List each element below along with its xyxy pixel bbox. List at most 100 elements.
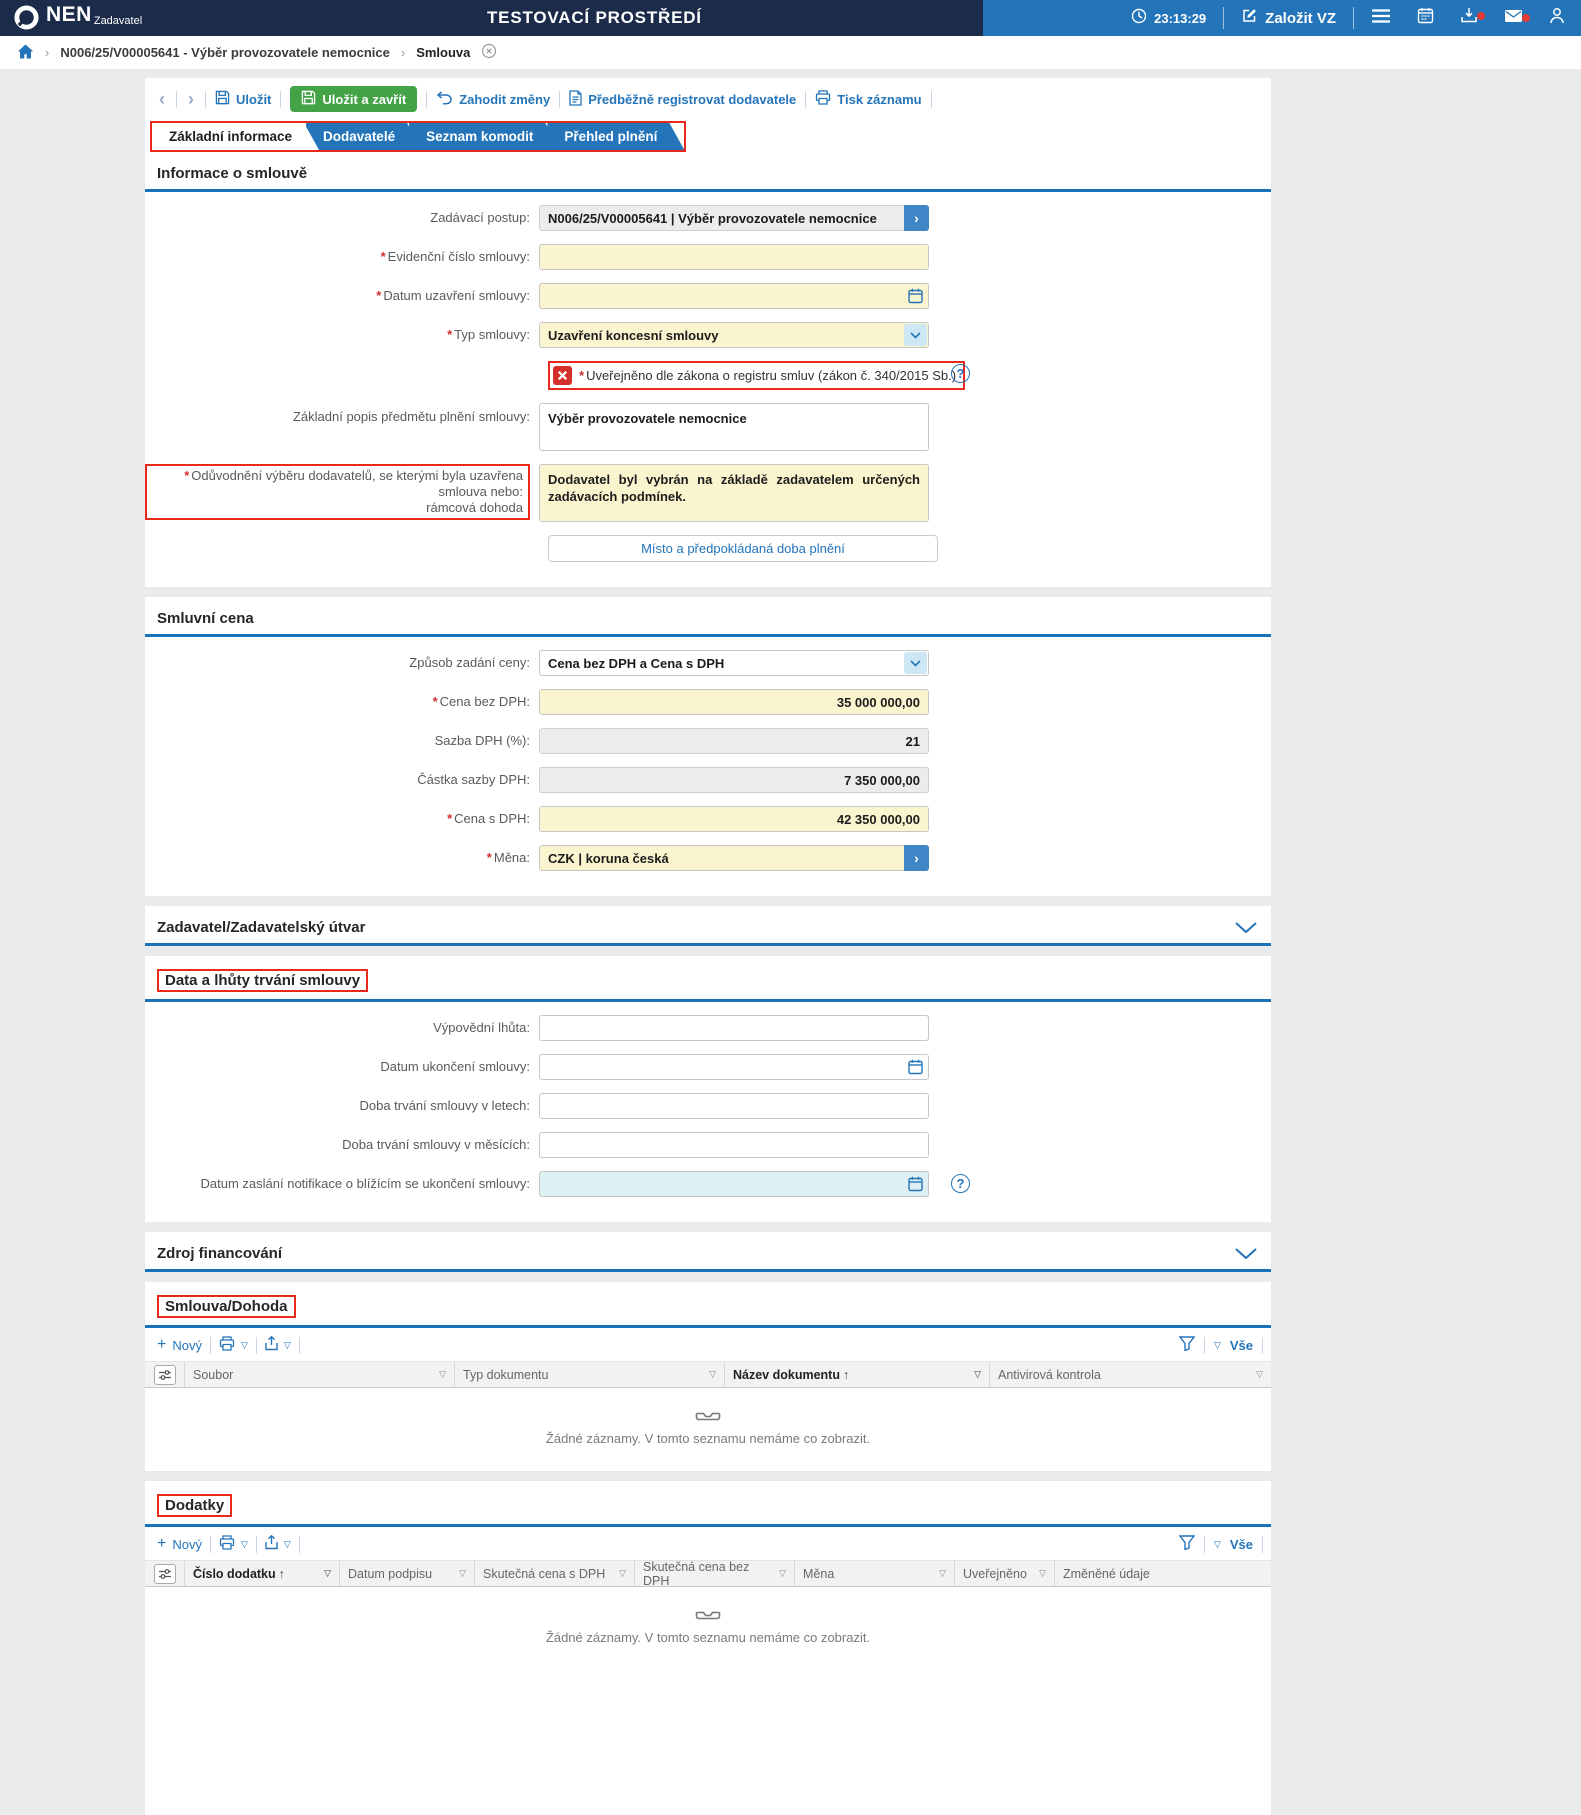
discard-changes-button[interactable]: Zahodit změny bbox=[436, 90, 550, 108]
column-filter-icon[interactable]: ▽ bbox=[974, 1369, 981, 1379]
dropdown-triangle-icon[interactable]: ▽ bbox=[1213, 1339, 1221, 1350]
column-header-doc-type[interactable]: Typ dokumentu ▽ bbox=[455, 1362, 725, 1387]
dropdown-triangle-icon[interactable]: ▽ bbox=[1213, 1538, 1221, 1549]
column-filter-icon[interactable]: ▽ bbox=[459, 1568, 466, 1578]
tab-basic-info[interactable]: Základní informace bbox=[152, 123, 319, 150]
show-all-button[interactable]: Vše bbox=[1229, 1536, 1253, 1552]
conclusion-date-input[interactable] bbox=[539, 283, 929, 309]
column-filter-icon[interactable]: ▽ bbox=[439, 1369, 446, 1379]
open-currency-button[interactable]: › bbox=[904, 845, 929, 871]
justification-label-annotation: * Odůvodnění výběru dodavatelů, se kterým… bbox=[145, 464, 530, 520]
column-label: Skutečná cena bez DPH bbox=[643, 1559, 750, 1588]
column-header-published[interactable]: Uveřejněno ▽ bbox=[955, 1561, 1055, 1586]
tab-fulfillment[interactable]: Přehled plnění bbox=[547, 123, 684, 150]
column-filter-icon[interactable]: ▽ bbox=[939, 1568, 946, 1578]
duration-years-input[interactable] bbox=[539, 1093, 929, 1119]
breadcrumb-item-procedure[interactable]: N006/25/V00005641 - Výběr provozovatele … bbox=[60, 45, 390, 60]
print-table-button[interactable]: ▽ bbox=[219, 1535, 248, 1553]
home-icon[interactable] bbox=[17, 44, 34, 62]
tab-suppliers[interactable]: Dodavatelé bbox=[306, 123, 422, 150]
tab-commodities[interactable]: Seznam komodit bbox=[409, 123, 560, 150]
description-textarea[interactable]: Výběr provozovatele nemocnice bbox=[539, 403, 929, 451]
column-filter-icon[interactable]: ▽ bbox=[1256, 1369, 1263, 1379]
gross-price-input[interactable]: 42 350 000,00 bbox=[539, 806, 929, 832]
column-header-actual-gross[interactable]: Skutečná cena s DPH ▽ bbox=[475, 1561, 635, 1586]
procedure-value[interactable]: N006/25/V00005641 | Výběr provozovatele … bbox=[539, 205, 929, 231]
printer-icon bbox=[815, 90, 831, 108]
column-settings-icon[interactable] bbox=[153, 1563, 176, 1584]
checkbox-cross-icon[interactable] bbox=[553, 366, 572, 385]
column-header-amendment-number[interactable]: Číslo dodatku ↑ ▽ bbox=[185, 1561, 340, 1586]
place-and-duration-button[interactable]: Místo a předpokládaná doba plnění bbox=[548, 535, 938, 562]
duration-months-input[interactable] bbox=[539, 1132, 929, 1158]
column-header-antivirus[interactable]: Antivirová kontrola ▽ bbox=[990, 1362, 1271, 1387]
show-all-button[interactable]: Vše bbox=[1229, 1337, 1253, 1353]
field-label: Zadávací postup: bbox=[145, 210, 539, 226]
expand-chevron-icon[interactable] bbox=[1235, 1247, 1257, 1260]
print-table-button[interactable]: ▽ bbox=[219, 1336, 248, 1354]
dropdown-button[interactable] bbox=[904, 324, 927, 346]
column-header-changed-data[interactable]: Změněné údaje bbox=[1055, 1561, 1271, 1586]
profile-button[interactable] bbox=[1536, 7, 1565, 29]
label-text: Evidenční číslo smlouvy: bbox=[387, 249, 530, 264]
save-and-close-button[interactable]: Uložit a zavřít bbox=[290, 86, 418, 112]
amendments-table-filter-controls: ▽ Vše bbox=[1178, 1535, 1263, 1553]
net-price-input[interactable]: 35 000 000,00 bbox=[539, 689, 929, 715]
currency-value[interactable]: CZK | koruna česká bbox=[539, 845, 929, 871]
contract-type-value[interactable]: Uzavření koncesní smlouvy bbox=[539, 322, 929, 348]
column-header-file[interactable]: Soubor ▽ bbox=[185, 1362, 455, 1387]
messages-button[interactable] bbox=[1491, 9, 1536, 28]
column-header-doc-name[interactable]: Název dokumentu ↑ ▽ bbox=[725, 1362, 990, 1387]
plus-icon: + bbox=[157, 1535, 167, 1552]
label-text: Základní popis předmětu plnění smlouvy: bbox=[292, 409, 530, 424]
nav-forward-button[interactable]: › bbox=[188, 89, 194, 109]
column-filter-icon[interactable]: ▽ bbox=[1039, 1568, 1046, 1578]
column-filter-icon[interactable]: ▽ bbox=[324, 1568, 331, 1578]
price-method-value[interactable]: Cena bez DPH a Cena s DPH bbox=[539, 650, 929, 676]
evidence-number-input[interactable] bbox=[539, 244, 929, 270]
filter-funnel-icon[interactable] bbox=[1178, 1535, 1196, 1553]
label-text: Měna: bbox=[493, 850, 530, 865]
save-button[interactable]: Uložit bbox=[215, 90, 271, 108]
nav-back-button[interactable]: ‹ bbox=[159, 89, 165, 109]
dropdown-button[interactable] bbox=[904, 652, 927, 674]
menu-button[interactable] bbox=[1358, 8, 1404, 28]
new-vz-button[interactable]: Založit VZ bbox=[1228, 7, 1349, 29]
expand-chevron-icon[interactable] bbox=[1235, 921, 1257, 934]
column-settings-icon[interactable] bbox=[153, 1364, 176, 1385]
calendar-picker-icon[interactable] bbox=[908, 1059, 923, 1075]
filter-funnel-icon[interactable] bbox=[1178, 1336, 1196, 1354]
column-filter-icon[interactable]: ▽ bbox=[619, 1568, 626, 1578]
section-title-funding[interactable]: Zdroj financování bbox=[145, 1232, 1271, 1272]
label-text: Datum ukončení smlouvy: bbox=[380, 1059, 530, 1074]
justification-textarea[interactable]: Dodavatel byl vybrán na základě zadavate… bbox=[539, 464, 929, 522]
field-row-duration-months: Doba trvání smlouvy v měsících: bbox=[145, 1132, 1271, 1158]
new-amendment-button[interactable]: + Nový bbox=[157, 1535, 202, 1553]
downloads-button[interactable] bbox=[1447, 7, 1491, 29]
app-logo[interactable]: NEN Zadavatel bbox=[0, 0, 142, 36]
calendar-picker-icon[interactable] bbox=[908, 1176, 923, 1192]
new-document-button[interactable]: + Nový bbox=[157, 1336, 202, 1354]
help-icon[interactable]: ? bbox=[951, 1174, 970, 1193]
field-row-place-button: Místo a předpokládaná doba plnění bbox=[145, 535, 1271, 562]
section-title-contracting[interactable]: Zadavatel/Zadavatelský útvar bbox=[145, 906, 1271, 946]
column-filter-icon[interactable]: ▽ bbox=[779, 1568, 786, 1578]
column-filter-icon[interactable]: ▽ bbox=[709, 1369, 716, 1379]
calendar-picker-icon[interactable] bbox=[908, 288, 923, 304]
export-table-button[interactable]: ▽ bbox=[265, 1335, 291, 1354]
field-row-contract-type: * Typ smlouvy: Uzavření koncesní smlouvy bbox=[145, 322, 1271, 348]
notification-date-input[interactable] bbox=[539, 1171, 929, 1197]
export-table-button[interactable]: ▽ bbox=[265, 1534, 291, 1553]
close-tab-icon[interactable] bbox=[481, 43, 497, 62]
print-record-button[interactable]: Tisk záznamu bbox=[815, 90, 922, 108]
calendar-button[interactable] bbox=[1404, 7, 1447, 29]
preregister-supplier-button[interactable]: Předběžně registrovat dodavatele bbox=[569, 89, 796, 109]
dropdown-triangle-icon: ▽ bbox=[283, 1339, 291, 1350]
open-procedure-button[interactable]: › bbox=[904, 205, 929, 231]
help-icon[interactable]: ? bbox=[951, 364, 970, 383]
column-header-sign-date[interactable]: Datum podpisu ▽ bbox=[340, 1561, 475, 1586]
column-header-actual-net[interactable]: Skutečná cena bez DPH ▽ bbox=[635, 1559, 795, 1588]
column-header-currency[interactable]: Měna ▽ bbox=[795, 1561, 955, 1586]
end-date-input[interactable] bbox=[539, 1054, 929, 1080]
notice-period-input[interactable] bbox=[539, 1015, 929, 1041]
